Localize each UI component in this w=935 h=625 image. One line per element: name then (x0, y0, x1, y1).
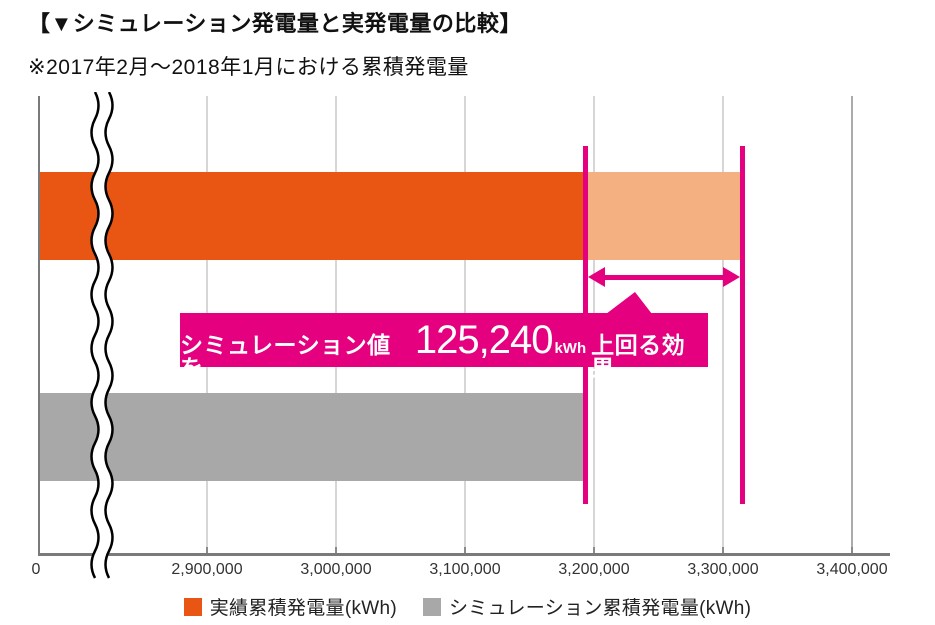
tick-label: 3,000,000 (300, 561, 372, 578)
legend-swatch-simulation (422, 597, 441, 616)
axis-tick (335, 547, 337, 553)
diff-guide-line-right (740, 146, 745, 504)
arrow-left-head-icon (588, 267, 605, 287)
actual-bar (40, 172, 585, 260)
diff-arrow (588, 267, 740, 287)
gridline (722, 96, 724, 555)
tick-label: 0 (31, 561, 41, 578)
arrow-right-head-icon (723, 267, 740, 287)
annotation-callout: シミュレーション値を 125,240 kWh 上回る効果 (180, 313, 708, 380)
tick-label: 3,200,000 (558, 561, 630, 578)
annotation-unit: kWh (554, 340, 587, 357)
figure-title: 【▼シミュレーション発電量と実発電量の比較】 (28, 11, 522, 36)
axis-tick (593, 547, 595, 553)
legend-item: シミュレーション累積発電量(kWh) (422, 593, 752, 620)
annotation-suffix: 上回る効果 (591, 332, 686, 381)
legend-item: 実績累積発電量(kWh) (183, 593, 397, 620)
axis-tick (722, 547, 724, 553)
callout-tail (606, 292, 652, 314)
legend-swatch-actual (183, 597, 202, 616)
legend: 実績累積発電量(kWh) シミュレーション累積発電量(kWh) (0, 593, 935, 620)
tick-label: 3,300,000 (687, 561, 759, 578)
axis-break-waves-icon (90, 92, 114, 582)
axis-tick (206, 547, 208, 553)
y-axis-line (38, 96, 40, 555)
annotation-prefix: シミュレーション値を (180, 332, 391, 381)
tick-label: 3,400,000 (816, 561, 888, 578)
gridline (851, 96, 853, 555)
legend-label: シミュレーション累積発電量(kWh) (448, 598, 752, 619)
legend-label: 実績累積発電量(kWh) (209, 598, 397, 619)
simulation-bar (40, 393, 585, 481)
tick-label: 3,100,000 (429, 561, 501, 578)
x-axis-line (38, 553, 890, 556)
annotation-value: 125,240 (414, 318, 554, 362)
arrow-stem (601, 275, 727, 280)
axis-tick (464, 547, 466, 553)
figure-subtitle: ※2017年2月〜2018年1月における累積発電量 (28, 56, 469, 79)
actual-excess-segment (588, 172, 740, 260)
axis-tick (851, 547, 853, 553)
tick-label: 2,900,000 (171, 561, 243, 578)
